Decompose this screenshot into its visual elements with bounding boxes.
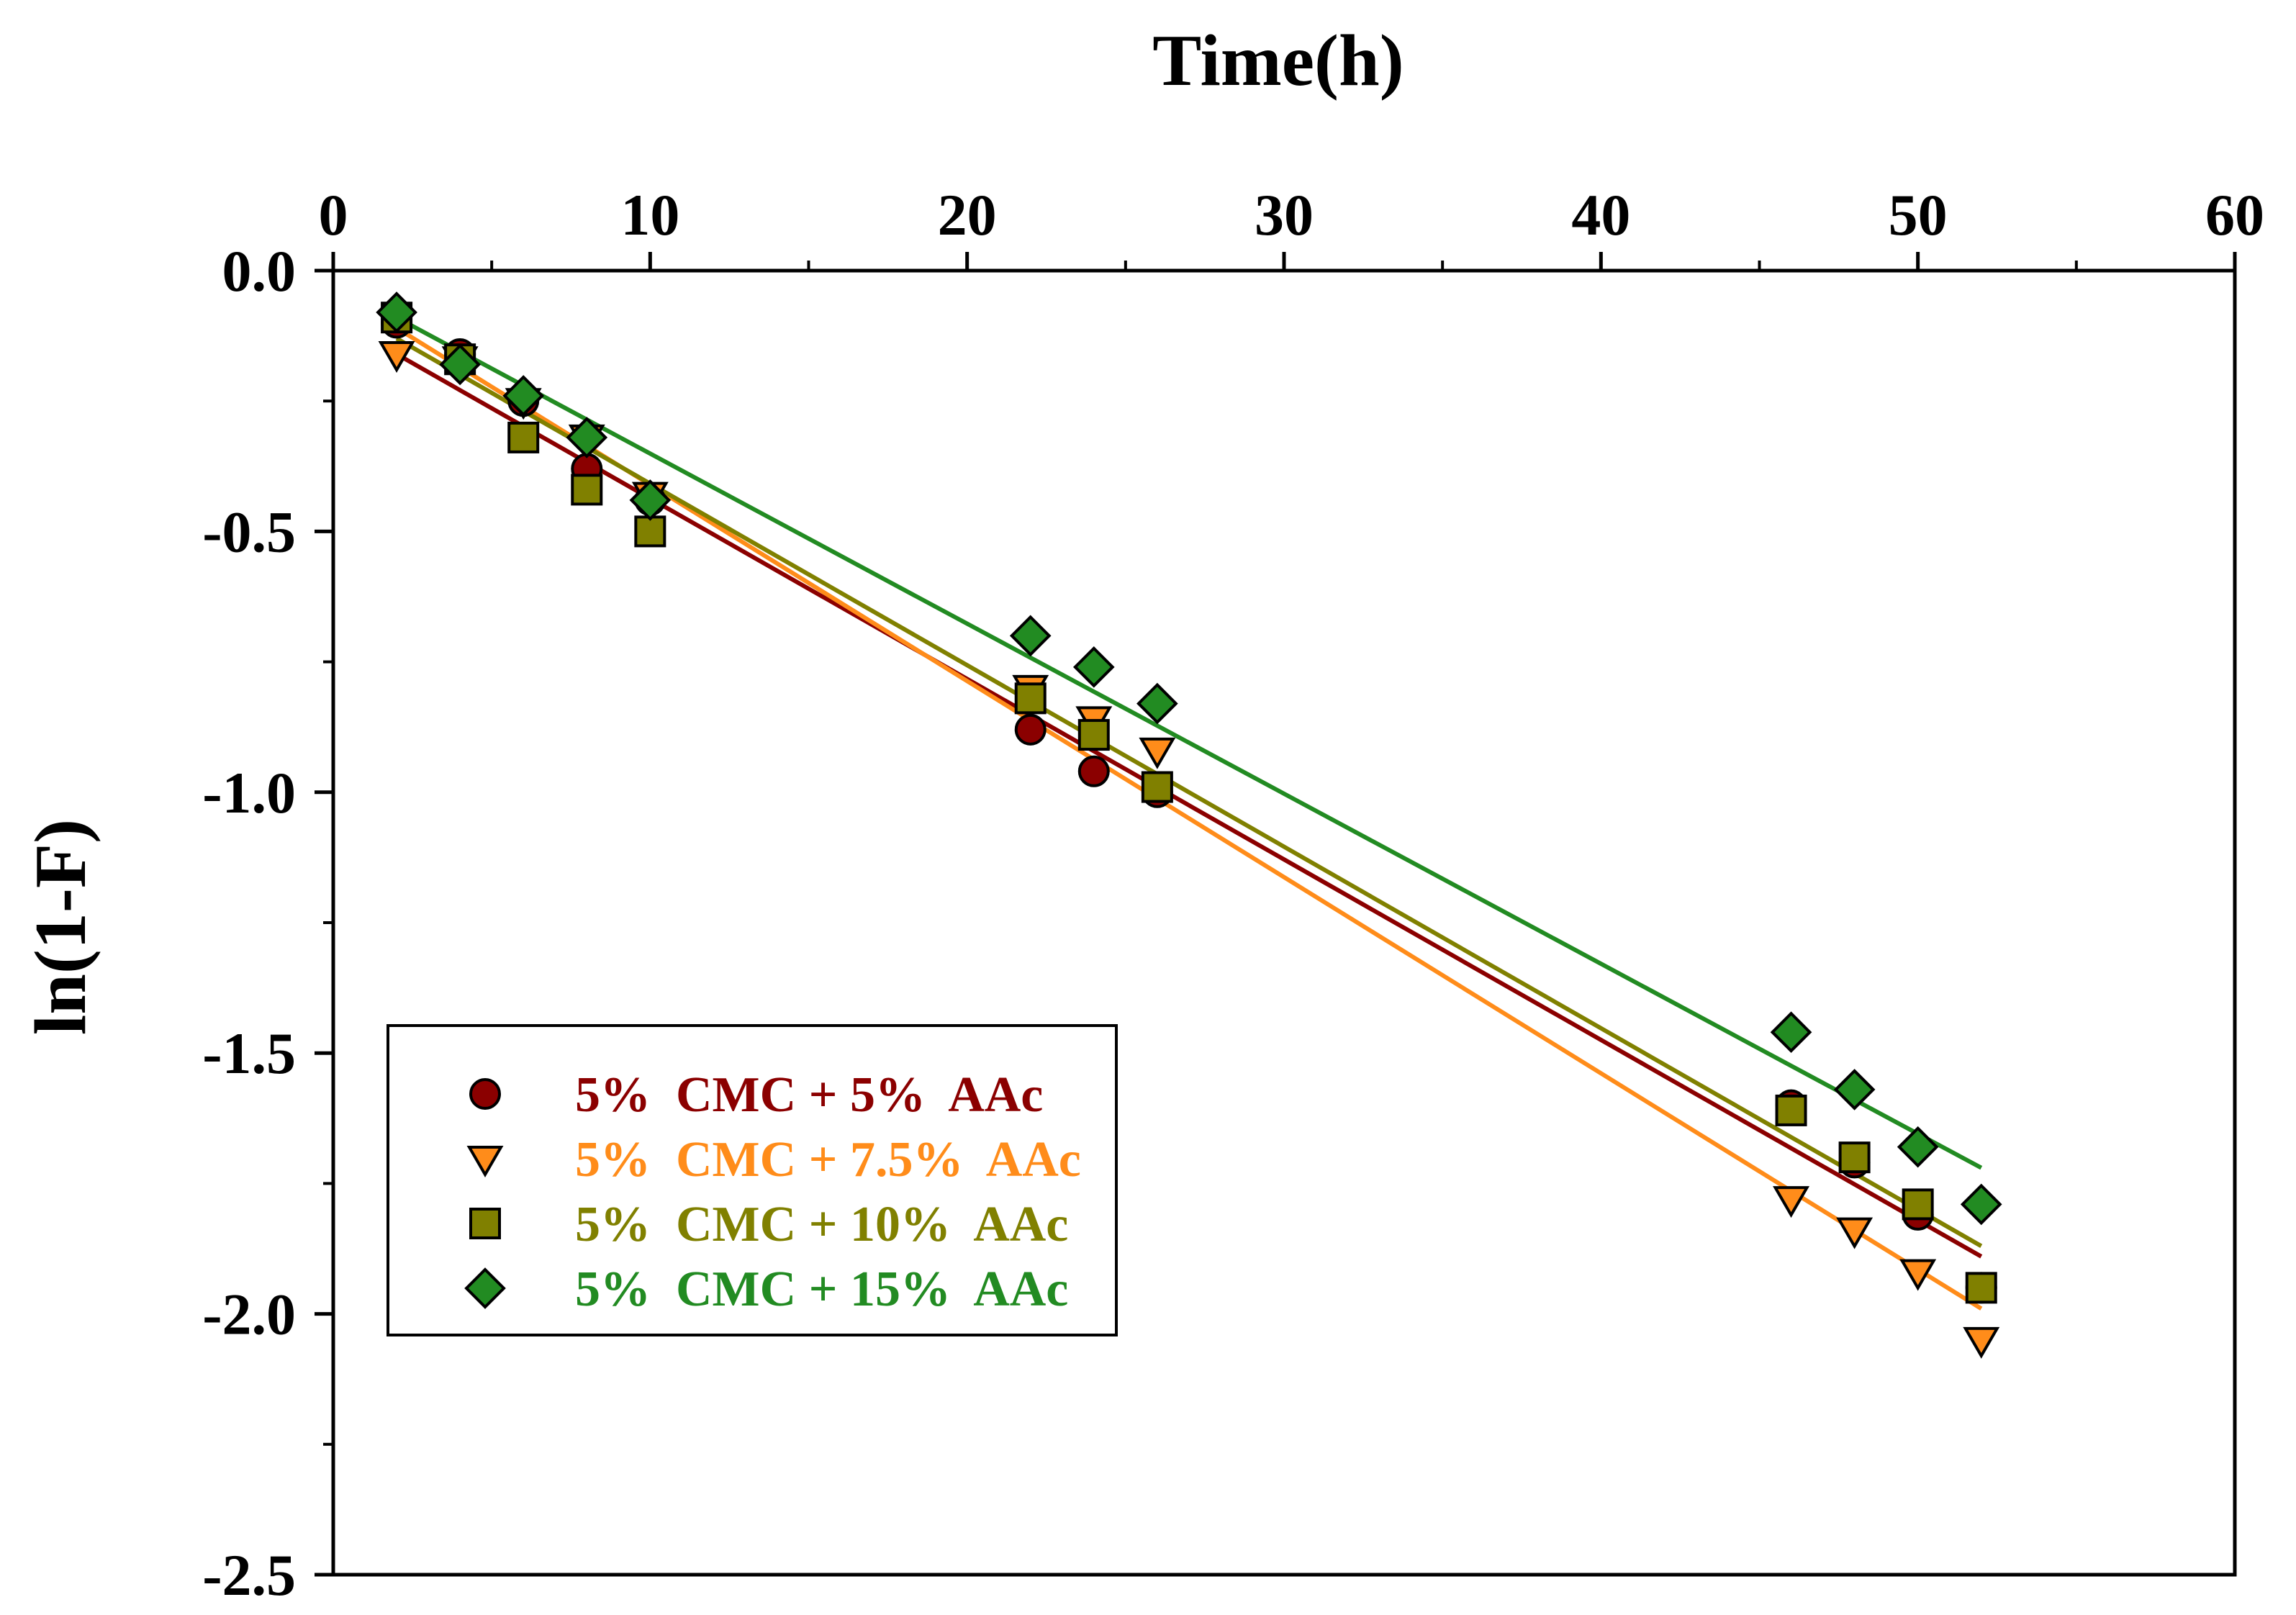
x-tick-label: 50 bbox=[1889, 182, 1948, 248]
legend-box bbox=[387, 1024, 1118, 1336]
data-point-series-3 bbox=[1965, 1272, 1997, 1304]
legend: 5% CMC + 5% AAc 5% CMC + 7.5% AAc 5% CMC +… bbox=[387, 1024, 1118, 1336]
data-point-series-4 bbox=[1009, 615, 1052, 657]
data-point-series-3 bbox=[1077, 719, 1110, 751]
legend-label-series-2: 5% CMC + 7.5% AAc bbox=[575, 1132, 1081, 1188]
legend-label-series-3: 5% CMC + 10% AAc bbox=[575, 1197, 1068, 1252]
data-point-series-2 bbox=[1899, 1259, 1937, 1291]
legend-marker-series-4 bbox=[464, 1267, 506, 1309]
x-tick-label: 20 bbox=[938, 182, 997, 248]
data-point-series-3 bbox=[507, 421, 540, 453]
data-point-series-2 bbox=[1963, 1326, 2000, 1359]
axes: 0 10 20 30 40 50 60 0.0 -0.5 -1.0 -1.5 -2.0 -2.5 bbox=[202, 182, 2264, 1608]
legend-label-series-1: 5% CMC + 5% AAc bbox=[575, 1067, 1043, 1123]
legend-label-series-4: 5% CMC + 15% AAc bbox=[575, 1262, 1068, 1317]
y-tick-label: -2.5 bbox=[202, 1542, 296, 1608]
data-point-series-3 bbox=[1014, 682, 1047, 715]
legend-marker-series-1 bbox=[469, 1078, 501, 1110]
x-tick-label: 60 bbox=[2205, 182, 2264, 248]
y-tick-label: -2.0 bbox=[202, 1282, 296, 1347]
x-tick-label: 0 bbox=[319, 182, 348, 248]
data-point-series-2 bbox=[1836, 1217, 1874, 1249]
y-tick-label: -0.5 bbox=[202, 499, 296, 564]
plot-area bbox=[376, 291, 2002, 1359]
data-point-series-1 bbox=[1014, 713, 1047, 746]
data-point-series-4 bbox=[566, 417, 608, 458]
legend-marker-series-2 bbox=[466, 1146, 504, 1177]
data-point-series-2 bbox=[378, 340, 415, 373]
data-point-series-3 bbox=[1141, 771, 1173, 803]
y-axis-title: ln(1-F) bbox=[20, 819, 101, 1035]
data-point-series-4 bbox=[439, 343, 481, 386]
data-point-series-4 bbox=[502, 375, 545, 417]
y-tick-label: -1.0 bbox=[202, 760, 296, 825]
x-tick-label: 40 bbox=[1571, 182, 1630, 248]
data-point-series-4 bbox=[1770, 1011, 1812, 1054]
data-point-series-4 bbox=[1136, 682, 1178, 725]
data-point-series-3 bbox=[1902, 1188, 1934, 1221]
fit-line-series-4 bbox=[395, 315, 1983, 1170]
data-point-series-4 bbox=[1960, 1183, 2002, 1226]
data-point-series-4 bbox=[1833, 1069, 1876, 1110]
x-tick-label: 30 bbox=[1255, 182, 1314, 248]
x-tick-label: 10 bbox=[620, 182, 679, 248]
y-tick-label: -1.5 bbox=[202, 1021, 296, 1086]
y-tick-label: 0.0 bbox=[222, 238, 297, 304]
data-point-series-3 bbox=[1838, 1141, 1871, 1174]
data-point-series-4 bbox=[1072, 646, 1115, 688]
data-point-series-3 bbox=[571, 474, 603, 506]
data-point-series-1 bbox=[1077, 755, 1110, 787]
legend-marker-series-3 bbox=[469, 1208, 501, 1239]
data-point-series-4 bbox=[629, 479, 672, 521]
data-point-series-3 bbox=[634, 515, 666, 548]
x-axis-title: Time(h) bbox=[1152, 20, 1404, 101]
data-point-series-2 bbox=[1139, 737, 1176, 769]
data-point-series-4 bbox=[376, 291, 417, 333]
data-point-series-2 bbox=[1773, 1186, 1810, 1218]
data-point-series-3 bbox=[1775, 1094, 1807, 1126]
data-point-series-4 bbox=[1897, 1126, 1939, 1168]
